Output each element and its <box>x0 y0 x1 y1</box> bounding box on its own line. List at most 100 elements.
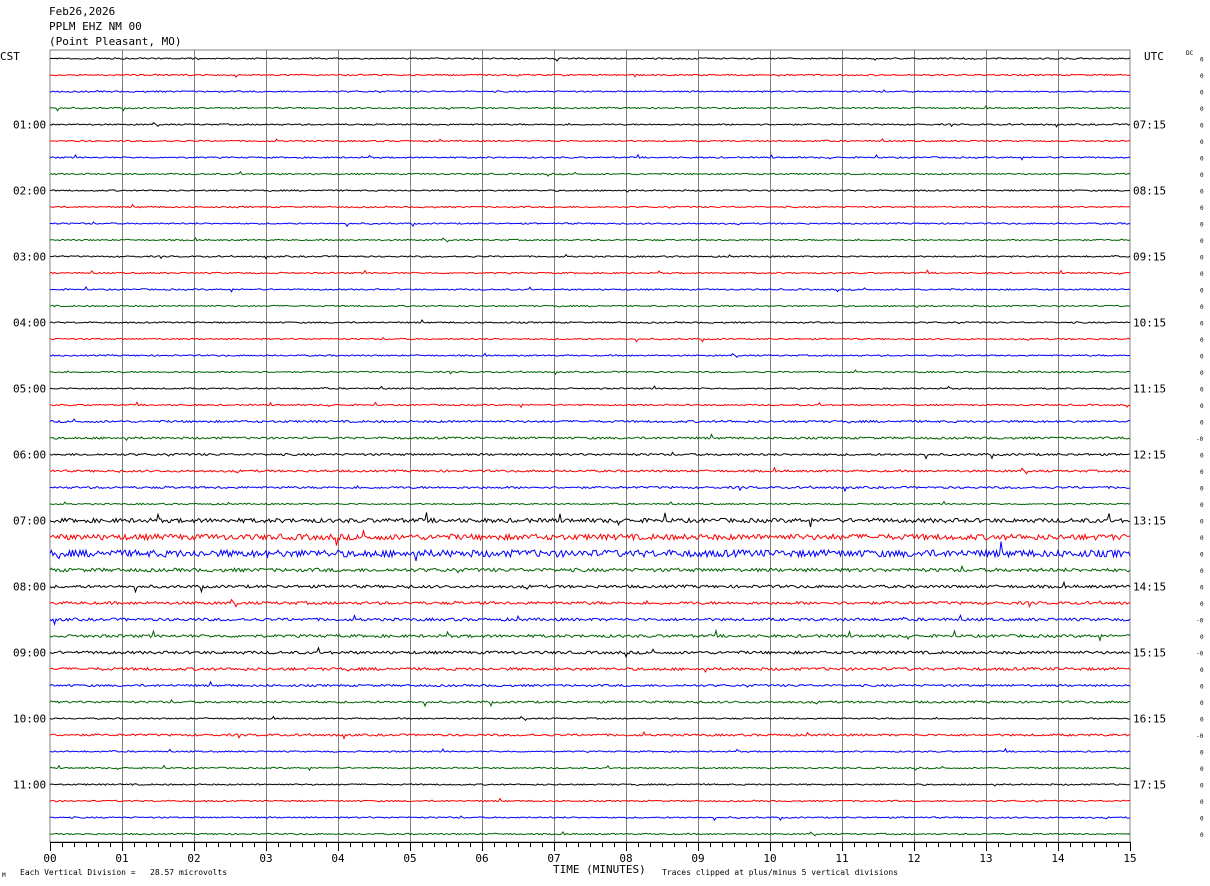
right-hour-label: 13:15 <box>1133 515 1166 528</box>
dc-offset-value: 0 <box>1200 321 1204 328</box>
left-hour-label: 09:00 <box>13 647 46 660</box>
seismic-trace <box>49 89 1131 94</box>
seismic-trace <box>49 680 1131 688</box>
right-timezone-label: UTC <box>1144 50 1164 63</box>
dc-offset-value: 0 <box>1200 90 1204 97</box>
seismic-trace <box>49 73 1131 79</box>
x-tick-label: 04 <box>331 852 345 865</box>
x-tick-label: 03 <box>259 852 272 865</box>
seismic-trace <box>49 598 1131 609</box>
seismic-trace <box>49 797 1131 803</box>
scale-note: Each Vertical Division = 28.57 microvolt… <box>20 868 228 877</box>
seismic-trace <box>49 466 1131 475</box>
left-hour-label: 11:00 <box>13 779 46 792</box>
seismic-trace <box>49 189 1131 193</box>
dc-offset-value: 0 <box>1200 139 1204 146</box>
left-hour-label: 01:00 <box>13 119 46 132</box>
dc-offset-value: 0 <box>1200 354 1204 361</box>
seismic-trace <box>50 336 1131 343</box>
dc-offset-value: 0 <box>1200 486 1204 493</box>
dc-label: DC <box>1186 50 1194 57</box>
dc-offset-value: 0 <box>1200 271 1204 278</box>
right-hour-label: 15:15 <box>1133 647 1166 660</box>
seismic-trace <box>49 57 1131 62</box>
seismic-trace <box>49 236 1131 243</box>
x-axis-title: TIME (MINUTES) <box>553 863 646 876</box>
seismic-trace <box>49 104 1131 112</box>
left-hour-label: 06:00 <box>13 449 46 462</box>
dc-offset-value: 0 <box>1200 123 1204 130</box>
left-hour-label: 04:00 <box>13 317 46 330</box>
right-hour-label: 16:15 <box>1133 713 1166 726</box>
dc-offset-value: 0 <box>1200 799 1204 806</box>
seismic-trace <box>49 286 1131 293</box>
date-label: Feb26,2026 <box>49 5 116 18</box>
dc-offset-value: 0 <box>1200 370 1204 377</box>
seismic-trace <box>49 451 1130 460</box>
x-tick-label: 12 <box>907 852 920 865</box>
seismic-trace <box>49 747 1131 753</box>
seismic-trace <box>49 528 1131 546</box>
dc-offset-value: 0 <box>1200 189 1204 196</box>
right-hour-label: 11:15 <box>1133 383 1166 396</box>
seismic-trace <box>49 385 1131 390</box>
right-hour-label: 17:15 <box>1133 779 1166 792</box>
dc-offset-value: 0 <box>1200 783 1204 790</box>
seismic-trace <box>49 698 1131 708</box>
left-hour-label: 02:00 <box>13 185 46 198</box>
dc-offset-value: -0 <box>1196 436 1204 443</box>
dc-offset-value: 0 <box>1200 106 1204 113</box>
x-tick-label: 11 <box>835 852 848 865</box>
dc-offset-value: 0 <box>1200 205 1204 212</box>
dc-offset-value: -0 <box>1196 618 1204 625</box>
seismic-trace <box>49 122 1131 128</box>
x-tick-label: 07 <box>547 852 560 865</box>
dc-offset-value: 0 <box>1200 634 1204 641</box>
right-hour-label: 14:15 <box>1133 581 1166 594</box>
seismic-trace <box>49 485 1131 493</box>
x-tick-label: 09 <box>691 852 704 865</box>
seismic-trace <box>49 646 1131 659</box>
x-tick-label: 15 <box>1123 852 1136 865</box>
seismic-trace <box>49 580 1131 594</box>
dc-offset-value: 0 <box>1200 585 1204 592</box>
seismic-trace <box>49 500 1131 506</box>
x-tick-label: 08 <box>619 852 632 865</box>
dc-offset-value: -0 <box>1196 651 1204 658</box>
seismic-trace <box>49 541 1131 562</box>
right-hour-label: 12:15 <box>1133 449 1166 462</box>
dc-offset-value: 0 <box>1200 700 1204 707</box>
location-label: (Point Pleasant, MO) <box>49 35 182 48</box>
dc-offset-value: 0 <box>1200 502 1204 509</box>
seismic-trace <box>49 253 1131 260</box>
seismic-trace <box>49 730 1131 740</box>
dc-offset-value: 0 <box>1200 519 1204 526</box>
clip-note: Traces clipped at plus/minus 5 vertical … <box>662 868 899 877</box>
left-timezone-label: CST <box>0 50 20 63</box>
x-tick-label: 06 <box>475 852 488 865</box>
x-tick-label: 05 <box>403 852 416 865</box>
seismic-trace <box>49 564 1131 574</box>
left-hour-label: 07:00 <box>13 515 46 528</box>
left-hour-label: 05:00 <box>13 383 46 396</box>
x-tick-label: 00 <box>43 852 56 865</box>
seismic-trace <box>49 319 1131 325</box>
x-tick-label: 13 <box>979 852 992 865</box>
corner-mark: M <box>2 872 6 879</box>
seismic-trace <box>50 138 1131 143</box>
seismic-trace <box>49 715 1131 721</box>
dc-offset-value: 0 <box>1200 73 1204 80</box>
dc-offset-value: 0 <box>1200 156 1204 163</box>
dc-offset-value: 0 <box>1200 238 1204 245</box>
dc-offset-value: 0 <box>1200 420 1204 427</box>
x-tick-label: 14 <box>1051 852 1065 865</box>
dc-offset-value: 0 <box>1200 552 1204 559</box>
seismic-trace <box>50 203 1131 209</box>
dc-offset-value: 0 <box>1200 816 1204 823</box>
station-label: PPLM EHZ NM 00 <box>49 20 142 33</box>
right-hour-label: 07:15 <box>1133 119 1166 132</box>
dc-offset-value: 0 <box>1200 717 1204 724</box>
seismic-trace <box>49 418 1131 424</box>
right-hour-label: 08:15 <box>1133 185 1166 198</box>
dc-offset-value: 0 <box>1200 337 1204 344</box>
